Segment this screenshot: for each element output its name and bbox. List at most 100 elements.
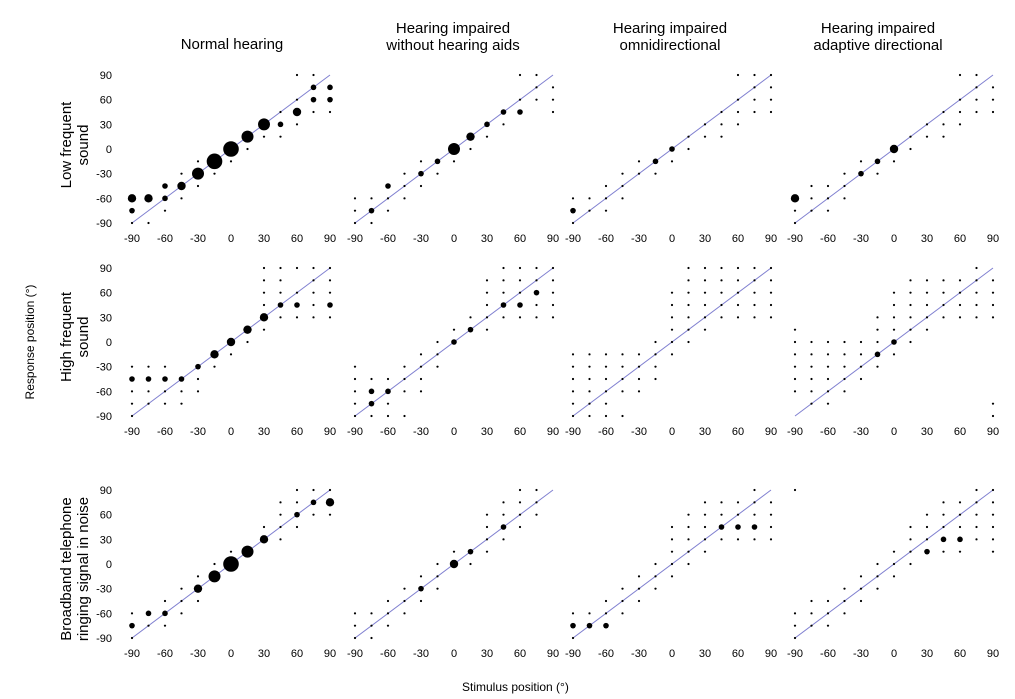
bubble-point [192, 167, 204, 180]
bubble-point [843, 599, 846, 603]
bubble-point [793, 365, 797, 368]
bubble-point [144, 194, 153, 203]
bubble-point [826, 184, 830, 188]
x-tick-label: -30 [631, 233, 647, 245]
bubble-point [892, 550, 896, 553]
bubble-point [196, 575, 200, 578]
x-tick-label: 30 [481, 648, 493, 660]
bubble-point [810, 209, 813, 212]
bubble-point [769, 279, 773, 282]
bubble-point [958, 110, 962, 114]
x-tick-label: -90 [347, 426, 363, 438]
bubble-point [570, 207, 576, 214]
bubble-point [753, 316, 756, 319]
bubble-point [328, 316, 332, 319]
bubble-point [892, 562, 896, 566]
bubble-point [703, 279, 707, 282]
bubble-point [637, 365, 641, 368]
y-tick-label: 60 [100, 288, 112, 300]
bubble-point [958, 291, 962, 294]
y-tick-label: -60 [96, 193, 112, 205]
bubble-point [975, 501, 978, 504]
panel-r2-c0: -90 -60 -30 0 30 60 90 -90 -60 -30 0 30 60 90 [96, 485, 336, 660]
bubble-point [279, 538, 282, 541]
bubble-point [353, 377, 357, 381]
bubble-point [720, 316, 723, 319]
panel-r1-c0: -90 -60 -30 0 30 60 90 -90 -60 -30 0 30 60 90 [96, 263, 336, 438]
bubble-point [403, 365, 406, 368]
bubble-point [386, 624, 390, 627]
bubble-point [958, 316, 962, 319]
bubble-point [588, 414, 591, 418]
bubble-point [403, 587, 406, 590]
bubble-point [353, 365, 357, 368]
bubble-point [386, 209, 390, 212]
bubble-point [535, 513, 538, 516]
bubble-point [386, 612, 390, 615]
x-tick-label: -90 [565, 426, 581, 438]
bubble-point [942, 316, 945, 319]
bubble-point [535, 501, 538, 504]
bubble-point [353, 221, 357, 225]
bubble-point [588, 402, 591, 405]
panel-r2-c1: -90 -60 -30 0 30 60 90 [347, 488, 559, 660]
x-tick-label: 90 [765, 233, 777, 245]
bubble-point [942, 291, 945, 294]
bubble-point [386, 414, 390, 418]
bubble-point [670, 340, 674, 344]
bubble-point [604, 365, 608, 368]
bubble-point [720, 279, 723, 282]
bubble-point [535, 73, 538, 77]
y-tick-label: 30 [100, 312, 112, 324]
bubble-point [892, 160, 896, 163]
x-tick-label: -90 [124, 233, 140, 245]
bubble-point [826, 624, 830, 627]
bubble-point [604, 390, 608, 393]
x-tick-label: -60 [598, 426, 614, 438]
bubble-point [258, 118, 270, 131]
bubble-point [793, 624, 797, 627]
bubble-point [193, 584, 203, 593]
y-tick-label: -60 [96, 608, 112, 620]
panel-r0-c1: -90 -60 -30 0 30 60 90 [347, 73, 559, 245]
x-tick-label: 30 [699, 233, 711, 245]
bubble-point [130, 612, 134, 615]
bubble-point [909, 279, 912, 282]
bubble-point [571, 402, 575, 405]
bubble-point [163, 209, 167, 212]
bubble-point [736, 501, 740, 504]
x-tick-label: 30 [921, 233, 933, 245]
bubble-point [262, 135, 266, 138]
bubble-point [810, 365, 813, 368]
bubble-point [687, 550, 690, 553]
bubble-point [604, 353, 608, 356]
bubble-point [858, 170, 864, 177]
y-tick-label: -30 [96, 584, 112, 596]
bubble-point [162, 376, 168, 382]
bubble-point [259, 313, 269, 322]
x-tick-label: -60 [157, 233, 173, 245]
x-tick-label: 0 [669, 233, 675, 245]
bubble-point [571, 636, 575, 640]
bubble-point [753, 279, 756, 282]
bubble-point [223, 141, 239, 157]
bubble-point [130, 221, 134, 225]
bubble-point [195, 363, 201, 370]
bubble-point [720, 266, 723, 270]
bubble-point [942, 279, 945, 282]
bubble-point [485, 316, 489, 319]
bubble-point [637, 172, 641, 175]
bubble-point [353, 197, 357, 200]
bubble-point [735, 524, 741, 530]
bubble-point [312, 303, 315, 307]
bubble-point [436, 575, 439, 578]
bubble-point [279, 525, 282, 529]
bubble-point [469, 147, 472, 151]
bubble-point [909, 550, 912, 553]
bubble-point [485, 279, 489, 282]
bubble-point [310, 84, 317, 91]
bubble-point [621, 172, 624, 175]
bubble-point [518, 525, 522, 529]
bubble-point [210, 350, 219, 359]
bubble-point [246, 340, 249, 344]
